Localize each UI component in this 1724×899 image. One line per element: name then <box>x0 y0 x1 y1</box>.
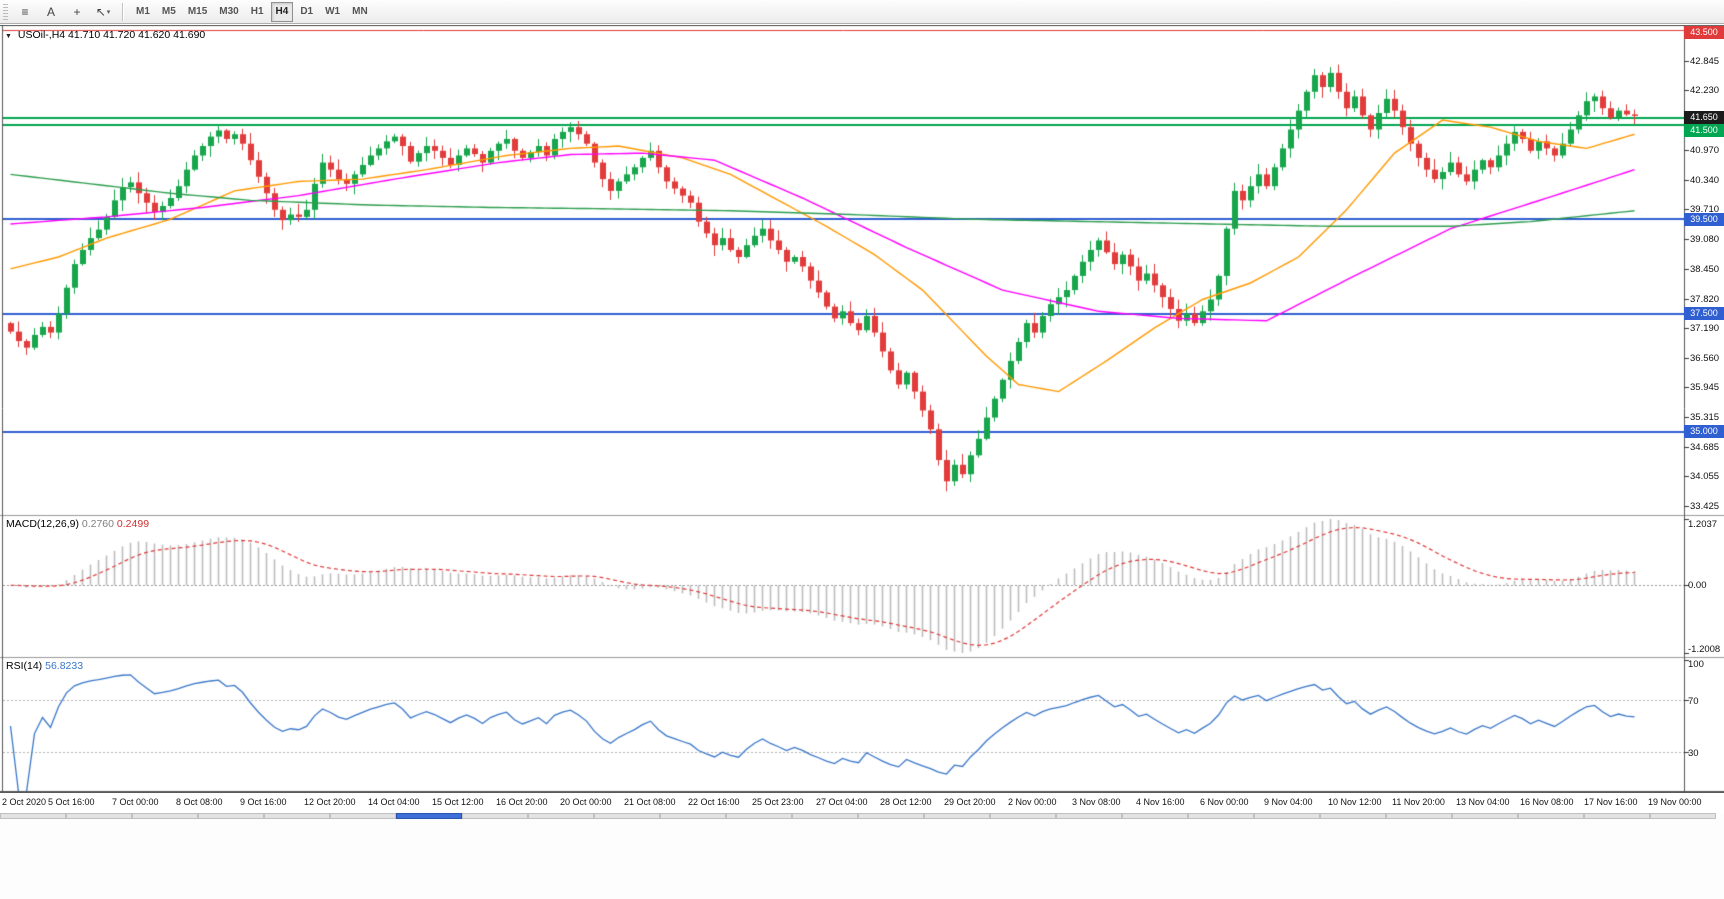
main-chart-area[interactable] <box>2 25 1684 515</box>
timeframe-M30[interactable]: M30 <box>214 2 243 22</box>
rsi-value: 56.8233 <box>45 660 84 672</box>
time-axis-label: 21 Oct 08:00 <box>624 797 676 807</box>
price-axis[interactable] <box>1684 25 1724 792</box>
cursor-tool-icon[interactable]: ↖ ▾ <box>91 2 115 22</box>
taskbar-segment[interactable] <box>132 813 198 819</box>
timeframe-M5[interactable]: M5 <box>157 2 181 22</box>
time-axis-label: 5 Oct 16:00 <box>48 797 95 807</box>
timeframe-MN[interactable]: MN <box>347 2 373 22</box>
toolbar-grip[interactable] <box>3 3 8 20</box>
taskbar-segment[interactable] <box>1584 813 1650 819</box>
taskbar-segment[interactable] <box>1254 813 1320 819</box>
taskbar-segment[interactable] <box>396 813 462 819</box>
taskbar-segment[interactable] <box>1452 813 1518 819</box>
time-axis[interactable]: 2 Oct 2020 5 Oct 16:00 7 Oct 00:00 8 Oct 08… <box>0 792 1724 813</box>
dropdown-caret-icon: ▾ <box>106 8 111 16</box>
time-axis-label: 22 Oct 16:00 <box>688 797 740 807</box>
taskbar-segment[interactable] <box>858 813 924 819</box>
taskbar-segment[interactable] <box>264 813 330 819</box>
time-axis-label: 14 Oct 04:00 <box>368 797 420 807</box>
toolbar: ≡ A + ↖ ▾ M1 M5 M15 M30 H1 H4 D1 W1 MN <box>0 0 1724 24</box>
time-axis-label: 7 Oct 00:00 <box>112 797 159 807</box>
timeframe-W1[interactable]: W1 <box>320 2 345 22</box>
taskbar-segment[interactable] <box>924 813 990 819</box>
time-axis-label: 6 Nov 00:00 <box>1200 797 1249 807</box>
taskbar-segment[interactable] <box>660 813 726 819</box>
time-axis-label: 20 Oct 00:00 <box>560 797 612 807</box>
time-axis-label: 8 Oct 08:00 <box>176 797 223 807</box>
taskbar-segment[interactable] <box>990 813 1056 819</box>
macd-signal-value: 0.2499 <box>116 518 150 530</box>
taskbar-segment[interactable] <box>1188 813 1254 819</box>
macd-label: MACD(12,26,9) <box>6 518 79 530</box>
rsi-legend: RSI(14) 56.8233 <box>6 660 83 672</box>
chart-legend: ▼ USOil-,H4 41.710 41.720 41.620 41.690 <box>5 29 205 41</box>
time-axis-label: 3 Nov 08:00 <box>1072 797 1121 807</box>
taskbar-segment[interactable] <box>1518 813 1584 819</box>
time-axis-label: 15 Oct 12:00 <box>432 797 484 807</box>
time-axis-label: 10 Nov 12:00 <box>1328 797 1382 807</box>
rsi-panel[interactable] <box>2 657 1684 792</box>
chart-list-icon[interactable]: ≡ <box>13 2 37 22</box>
rsi-label: RSI(14) <box>6 660 43 672</box>
time-axis-label: 25 Oct 23:00 <box>752 797 804 807</box>
taskbar-segment[interactable] <box>462 813 528 819</box>
macd-main-value: 0.2760 <box>81 518 114 530</box>
taskbar <box>0 813 1724 899</box>
timeframe-M15[interactable]: M15 <box>183 2 212 22</box>
timeframe-H1[interactable]: H1 <box>246 2 269 22</box>
macd-panel[interactable] <box>2 515 1684 657</box>
time-axis-label: 16 Oct 20:00 <box>496 797 548 807</box>
macd-legend: MACD(12,26,9) 0.2760 0.2499 <box>6 518 149 530</box>
time-axis-label: 29 Oct 20:00 <box>944 797 996 807</box>
timeframe-H4[interactable]: H4 <box>270 2 294 22</box>
text-tool-icon[interactable]: A <box>39 2 63 22</box>
time-axis-label: 13 Nov 04:00 <box>1456 797 1510 807</box>
taskbar-segment[interactable] <box>0 813 66 819</box>
tool-icons-group: ≡ A + ↖ ▾ <box>12 2 116 22</box>
taskbar-segment[interactable] <box>198 813 264 819</box>
time-axis-label: 28 Oct 12:00 <box>880 797 932 807</box>
taskbar-segment[interactable] <box>1122 813 1188 819</box>
chart-collapse-arrow[interactable]: ▼ <box>5 33 12 40</box>
taskbar-segment[interactable] <box>792 813 858 819</box>
taskbar-segment[interactable] <box>726 813 792 819</box>
taskbar-segment[interactable] <box>1650 813 1716 819</box>
taskbar-segment[interactable] <box>1320 813 1386 819</box>
timeframe-buttons: M1 M5 M15 M30 H1 H4 D1 W1 MN <box>130 1 374 22</box>
time-axis-label: 19 Nov 00:00 <box>1648 797 1702 807</box>
time-axis-label: 27 Oct 04:00 <box>816 797 868 807</box>
timeframe-D1[interactable]: D1 <box>295 2 318 22</box>
timeframe-M1[interactable]: M1 <box>131 2 155 22</box>
taskbar-segment[interactable] <box>66 813 132 819</box>
time-axis-label: 9 Oct 16:00 <box>240 797 287 807</box>
taskbar-segment[interactable] <box>594 813 660 819</box>
time-axis-label: 2 Oct 2020 <box>2 797 47 807</box>
time-axis-label: 11 Nov 20:00 <box>1392 797 1445 807</box>
ohlc-values: 41.710 41.720 41.620 41.690 <box>68 29 206 41</box>
taskbar-segment[interactable] <box>1386 813 1452 819</box>
price-chart-canvas[interactable] <box>0 25 1724 792</box>
time-axis-label: 17 Nov 16:00 <box>1584 797 1638 807</box>
toolbar-separator <box>122 2 124 21</box>
time-axis-label: 16 Nov 08:00 <box>1520 797 1574 807</box>
time-axis-label: 12 Oct 20:00 <box>304 797 356 807</box>
taskbar-segment[interactable] <box>330 813 396 819</box>
symbol-period-label: USOil-,H4 <box>17 29 66 41</box>
time-axis-label: 4 Nov 16:00 <box>1136 797 1185 807</box>
taskbar-segment[interactable] <box>528 813 594 819</box>
crosshair-tool-icon[interactable]: + <box>65 2 89 22</box>
time-axis-label: 9 Nov 04:00 <box>1264 797 1313 807</box>
time-axis-label: 2 Nov 00:00 <box>1008 797 1057 807</box>
taskbar-segment[interactable] <box>1056 813 1122 819</box>
